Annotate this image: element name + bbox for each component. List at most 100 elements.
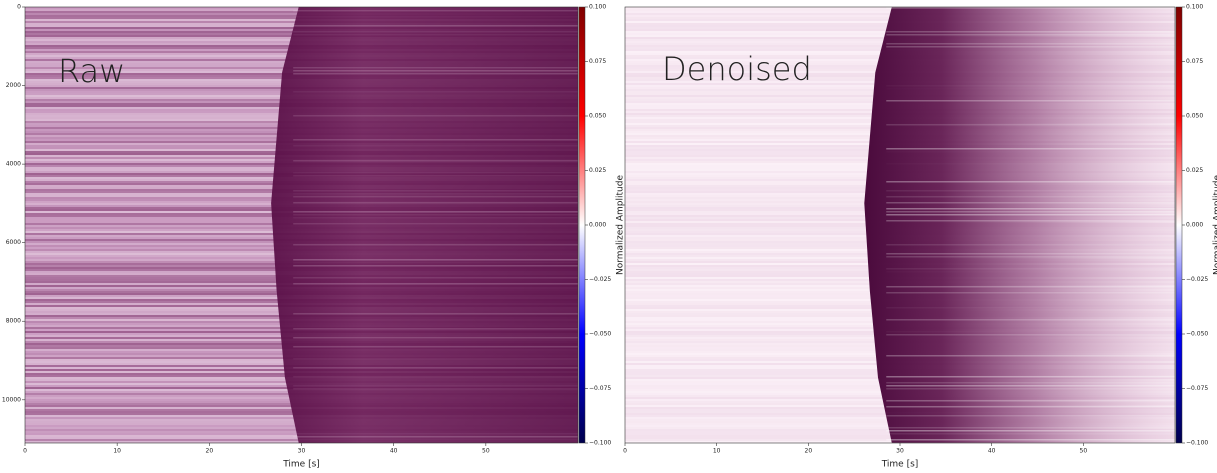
- texture-stripe: [886, 292, 1175, 294]
- colorbar-tick-label: −0.100: [589, 440, 611, 447]
- texture-stripe: [886, 382, 1175, 384]
- texture-stripe: [886, 286, 1175, 288]
- x-tick-label: 50: [1080, 448, 1088, 455]
- texture-stripe: [886, 355, 1175, 357]
- texture-stripe: [886, 268, 1175, 270]
- texture-stripe: [886, 412, 1217, 414]
- texture-stripe: [886, 439, 1175, 441]
- texture-stripe: [886, 49, 1217, 51]
- texture-stripe: [886, 253, 1175, 255]
- texture-stripe: [886, 43, 1175, 45]
- texture-stripe: [293, 217, 578, 219]
- panel-title: Denoised: [662, 50, 812, 88]
- texture-stripe: [293, 31, 578, 33]
- texture-stripe: [886, 388, 1175, 390]
- texture-stripe: [886, 88, 1217, 90]
- texture-stripe: [886, 208, 1175, 210]
- colorbar-tick-label: 0.000: [1186, 222, 1203, 229]
- texture-stripe: [886, 385, 1175, 387]
- texture-stripe: [886, 331, 1217, 333]
- texture-stripe: [293, 115, 578, 117]
- texture-stripe: [886, 31, 1175, 33]
- colorbar-tick-label: 0.100: [1186, 4, 1203, 11]
- texture-stripe: [886, 256, 1175, 258]
- texture-stripe: [886, 196, 1175, 198]
- colorbar-tick-label: 0.100: [589, 4, 606, 11]
- texture-stripe: [293, 193, 578, 195]
- x-axis-label: Time [s]: [881, 460, 919, 470]
- texture-stripe: [886, 319, 1175, 321]
- colorbar-tick-label: −0.050: [589, 331, 611, 338]
- texture-stripe: [293, 283, 578, 285]
- texture-stripe: [886, 151, 1217, 153]
- x-tick-label: 0: [23, 448, 27, 455]
- texture-stripe: [293, 259, 578, 261]
- texture-stripe: [293, 328, 578, 330]
- texture-stripe: [293, 145, 578, 147]
- texture-stripe: [293, 139, 578, 141]
- texture-stripe: [886, 85, 1217, 87]
- texture-stripe: [293, 160, 578, 162]
- texture-stripe: [886, 124, 1175, 126]
- texture-stripe: [886, 334, 1175, 336]
- texture-stripe: [293, 67, 578, 69]
- colorbar: [1175, 6, 1183, 444]
- colorbar-tick-label: 0.050: [589, 113, 606, 120]
- colorbar-tick-label: −0.075: [589, 385, 611, 392]
- y-tick-label: 4000: [6, 161, 21, 168]
- colorbar-tick-label: 0.050: [1186, 113, 1203, 120]
- texture-stripe: [293, 25, 578, 27]
- texture-stripe: [886, 211, 1175, 213]
- texture-stripe: [293, 376, 578, 378]
- colorbar-tick-label: −0.075: [1186, 385, 1208, 392]
- colorbar-tick-label: 0.025: [1186, 167, 1203, 174]
- texture-stripe: [293, 337, 578, 339]
- texture-stripe: [886, 400, 1175, 402]
- x-axis-label: Time [s]: [282, 460, 320, 470]
- texture-stripe: [293, 277, 578, 279]
- texture-stripe: [293, 202, 578, 204]
- wave-region: [864, 7, 1175, 443]
- texture-stripe: [886, 181, 1175, 183]
- colorbar-tick-label: −0.050: [1186, 331, 1208, 338]
- texture-stripe: [886, 442, 1175, 443]
- x-tick-label: 10: [713, 448, 721, 455]
- texture-stripe: [886, 202, 1175, 204]
- texture-stripe: [293, 358, 578, 360]
- texture-stripe: [293, 388, 578, 390]
- heatmap-image: [25, 7, 578, 443]
- texture-stripe: [886, 427, 1175, 429]
- texture-stripe: [293, 211, 578, 213]
- texture-stripe: [886, 148, 1175, 150]
- heatmap-image: [625, 7, 1217, 443]
- x-tick-label: 50: [482, 448, 490, 455]
- texture-stripe: [886, 220, 1175, 222]
- texture-stripe: [293, 91, 578, 93]
- panel-title: Raw: [58, 52, 125, 90]
- texture-stripe: [293, 265, 578, 267]
- x-tick-label: 20: [805, 448, 813, 455]
- y-tick-label: 10000: [2, 396, 21, 403]
- colorbar: [578, 6, 586, 444]
- texture-stripe: [293, 367, 578, 369]
- x-tick-label: 30: [298, 448, 306, 455]
- texture-stripe: [886, 46, 1175, 48]
- colorbar-tick-label: −0.100: [1186, 440, 1208, 447]
- texture-stripe: [886, 7, 1175, 9]
- texture-stripe: [293, 346, 578, 348]
- texture-stripe: [886, 406, 1175, 408]
- x-tick-label: 30: [896, 448, 904, 455]
- texture-stripe: [886, 307, 1175, 309]
- texture-stripe: [886, 244, 1175, 246]
- texture-stripe: [293, 313, 578, 315]
- texture-stripe: [886, 415, 1175, 417]
- texture-stripe: [293, 172, 578, 174]
- texture-stripe: [293, 34, 578, 36]
- x-tick-label: 40: [390, 448, 398, 455]
- colorbar-tick-label: 0.075: [1186, 58, 1203, 65]
- texture-stripe: [886, 163, 1217, 165]
- y-tick-label: 8000: [6, 318, 21, 325]
- texture-stripe: [293, 175, 578, 177]
- texture-stripe: [293, 385, 578, 387]
